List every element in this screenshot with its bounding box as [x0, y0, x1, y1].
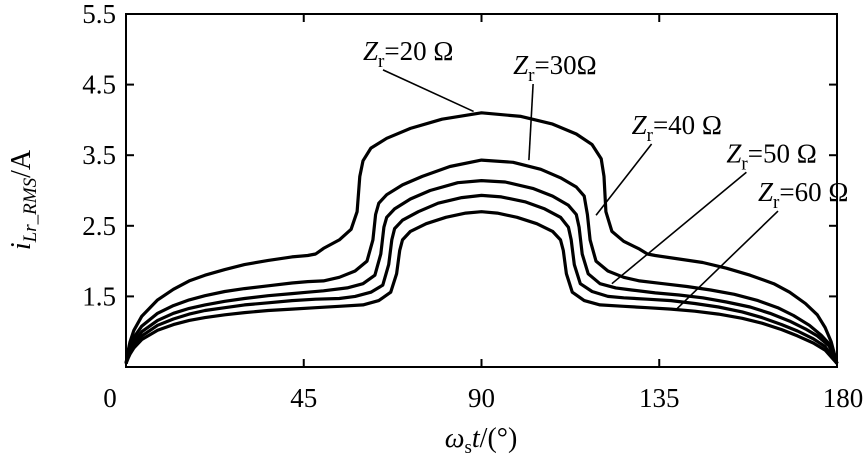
y-tick-label: 5.5 — [82, 0, 116, 29]
y-tick-label: 1.5 — [82, 281, 116, 311]
x-axis-label-unit: /(°) — [480, 423, 518, 454]
series-line-5 — [124, 210, 839, 365]
series-label-value: =50 Ω — [748, 138, 817, 168]
y-tick-label: 3.5 — [82, 140, 116, 170]
series-label-symbol: Z — [632, 110, 648, 140]
annotation-leader-3 — [595, 143, 653, 216]
series-line-3 — [124, 179, 839, 365]
series-label-symbol: Z — [726, 138, 742, 168]
annotation-leader-4 — [611, 171, 747, 285]
x-tick-label: 90 — [468, 383, 495, 413]
series-label-symbol: Z — [758, 177, 774, 207]
y-axis-label-subscript: Lr_RMS — [20, 177, 41, 243]
series-line-1 — [124, 111, 839, 364]
y-tick-label: 2.5 — [82, 211, 116, 241]
x-tick-label: 0 — [103, 383, 117, 413]
annotation-leader-5 — [674, 210, 779, 312]
series-label-value: =20 Ω — [384, 36, 453, 66]
series-curves — [124, 111, 839, 365]
series-label-value: =60 Ω — [779, 177, 848, 207]
series-line-4 — [124, 193, 839, 365]
series-label-2: Zr=30Ω — [513, 50, 597, 86]
series-label-value: =30Ω — [534, 50, 596, 80]
x-axis-label-t: t — [472, 423, 481, 454]
series-label-5: Zr=60 Ω — [758, 177, 848, 213]
series-label-value: =40 Ω — [653, 110, 722, 140]
series-label-symbol: Z — [513, 50, 529, 80]
annotation-leader-2 — [528, 83, 534, 161]
x-tick-label: 45 — [290, 383, 317, 413]
series-label-subscript: r — [647, 125, 654, 146]
annotation-leaders — [382, 69, 779, 312]
series-label-symbol: Z — [363, 36, 379, 66]
y-tick-labels: 1.5 2.5 3.5 4.5 5.5 — [82, 0, 116, 311]
x-tick-labels: 0 45 90 135 180 — [103, 383, 863, 413]
x-tick-label: 180 — [823, 383, 864, 413]
series-label-1: Zr=20 Ω — [363, 36, 453, 72]
series-label-4: Zr=50 Ω — [726, 138, 816, 174]
axis-ticks — [125, 13, 838, 367]
series-label-subscript: r — [528, 65, 535, 86]
series-line-2 — [124, 158, 839, 365]
x-axis-label: ωst/(°) — [445, 423, 518, 458]
series-label-subscript: r — [773, 192, 780, 213]
y-tick-label: 4.5 — [82, 70, 116, 100]
y-axis-label: iLr_RMS/A — [6, 149, 41, 250]
series-label-subscript: r — [741, 153, 748, 174]
y-axis-label-symbol: i — [6, 242, 37, 250]
x-axis-label-subscript: s — [464, 437, 471, 458]
series-label-3: Zr=40 Ω — [632, 110, 722, 146]
x-axis-label-omega: ω — [445, 423, 465, 454]
series-label-subscript: r — [378, 51, 385, 72]
y-axis-label-unit: /A — [6, 149, 37, 178]
annotation-leader-1 — [382, 69, 474, 113]
x-tick-label: 135 — [639, 383, 680, 413]
